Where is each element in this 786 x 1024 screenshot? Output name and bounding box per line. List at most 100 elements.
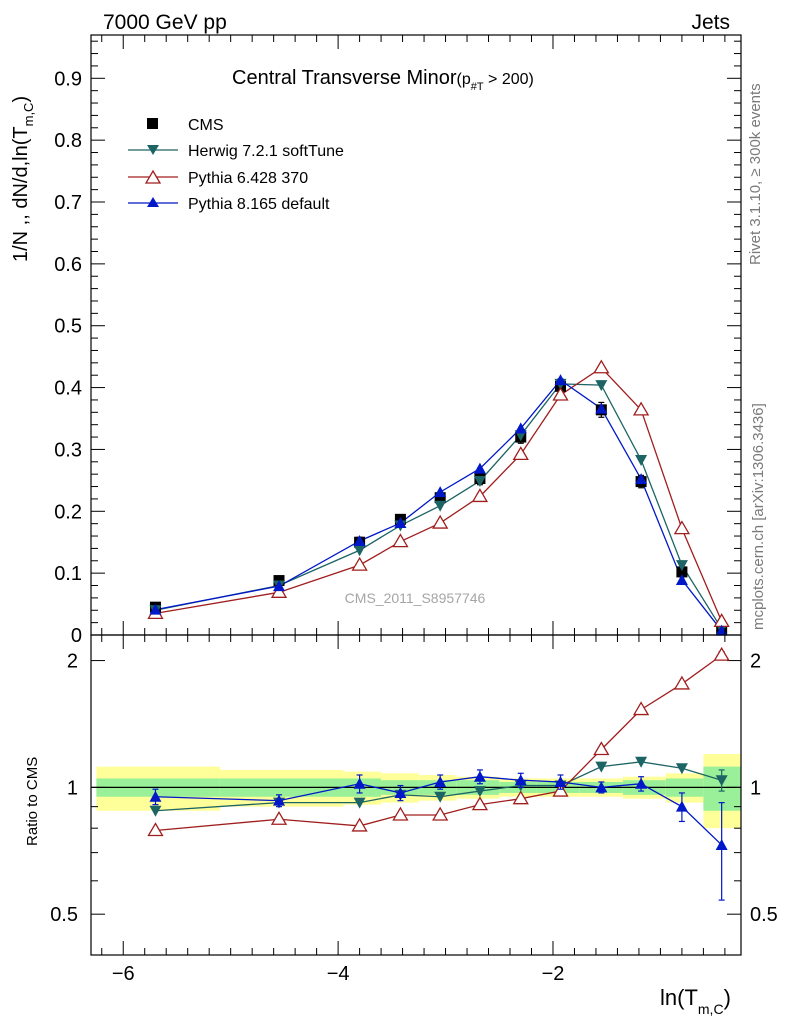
plot-title-cut-prefix: (p bbox=[457, 71, 471, 88]
ratio-point-1 bbox=[149, 805, 162, 817]
ratio-line-2 bbox=[155, 654, 723, 832]
series-2-point bbox=[632, 401, 650, 416]
ratio-point-2 bbox=[147, 822, 164, 837]
ratio-point-2 bbox=[593, 741, 610, 756]
ratio-point-2 bbox=[673, 675, 691, 690]
y-axis-title-main: 1/N ,, dN/d,ln(T bbox=[10, 126, 32, 262]
ratio-point-2 bbox=[432, 806, 449, 821]
series-3-point bbox=[473, 462, 486, 474]
ratio-point-2 bbox=[713, 646, 730, 661]
energy-label: 7000 GeV pp bbox=[103, 11, 227, 34]
series-3-point bbox=[554, 374, 567, 386]
series-1-point bbox=[675, 560, 688, 572]
series-3-point bbox=[595, 402, 608, 414]
x-axis-title-close: ) bbox=[724, 985, 731, 1010]
plot-title-cut-suffix: > 200) bbox=[484, 71, 534, 88]
ratio-point-3 bbox=[635, 777, 648, 789]
ratio-point-3 bbox=[353, 777, 366, 789]
ratio-point-1 bbox=[473, 786, 486, 798]
ratio-line-3 bbox=[155, 776, 723, 846]
ratio-point-3 bbox=[149, 790, 162, 802]
x-tick-label: −4 bbox=[327, 963, 350, 985]
series-2-point bbox=[471, 488, 489, 503]
series-2-point bbox=[593, 359, 610, 374]
ratio-point-1 bbox=[595, 761, 608, 773]
series-3-point bbox=[353, 534, 366, 546]
series-line-2 bbox=[155, 366, 723, 622]
y-tick-label: 0.5 bbox=[54, 316, 82, 338]
legend-label-pythia8: Pythia 8.165 default bbox=[188, 196, 330, 213]
ratio-axis-title: Ratio to CMS bbox=[24, 757, 41, 846]
ratio-frame bbox=[90, 634, 742, 956]
legend-label-pythia6: Pythia 6.428 370 bbox=[188, 170, 308, 187]
y-axis-title-close: ) bbox=[10, 96, 32, 103]
y-axis-title-sub: m,C bbox=[21, 103, 36, 127]
ratio-tick-label-right: 0.5 bbox=[750, 904, 778, 926]
ratio-tick-label-left: 2 bbox=[67, 651, 78, 673]
series-3-point bbox=[635, 473, 648, 485]
ratio-point-1 bbox=[635, 756, 648, 768]
ratio-point-1 bbox=[434, 791, 447, 803]
x-axis-title: ln(Tm,C) bbox=[660, 985, 731, 1017]
series-1-point bbox=[635, 454, 648, 466]
ratio-point-1 bbox=[715, 775, 728, 787]
main-panel: 0 0.1 0.2 0.3 0.4 0.5 0.6 0.7 0.8 0.9 bbox=[54, 34, 742, 647]
x-tick-label: −6 bbox=[112, 963, 135, 985]
ratio-point-1 bbox=[675, 763, 688, 775]
ratio-point-2 bbox=[512, 790, 529, 805]
series-line-1 bbox=[155, 383, 723, 630]
series-2-point bbox=[270, 584, 288, 598]
y-tick-label: 0.2 bbox=[54, 501, 82, 523]
ratio-point-2 bbox=[632, 701, 650, 716]
legend-marker-pythia6 bbox=[144, 169, 162, 184]
process-label: Jets bbox=[691, 11, 730, 34]
ratio-tick-label-right: 2 bbox=[750, 651, 761, 673]
ratio-error-3 bbox=[718, 802, 725, 901]
ratio-point-2 bbox=[392, 806, 409, 821]
ratio-point-3 bbox=[394, 786, 407, 798]
cms-point bbox=[434, 492, 446, 504]
legend-marker-herwig bbox=[147, 145, 159, 155]
source-label: mcplots.cern.ch [arXiv:1306.3436] bbox=[750, 403, 767, 630]
ratio-point-1 bbox=[353, 797, 366, 809]
series-2-point bbox=[432, 514, 449, 529]
legend: CMS Herwig 7.2.1 softTune Pythia 6.428 3… bbox=[128, 117, 344, 213]
series-2-point bbox=[512, 446, 529, 461]
ratio-point-3 bbox=[675, 800, 688, 812]
series-2-point bbox=[392, 533, 409, 548]
cms-point bbox=[676, 566, 688, 578]
legend-marker-cms bbox=[147, 118, 158, 129]
series-3-point bbox=[514, 422, 527, 434]
series-line-3 bbox=[155, 379, 723, 632]
y-tick-label: 0.4 bbox=[54, 378, 82, 400]
series-2-point bbox=[673, 520, 691, 535]
plot-title-cut-sub: #T bbox=[471, 81, 484, 93]
ratio-point-3 bbox=[514, 774, 527, 786]
y-tick-label: 0.3 bbox=[54, 439, 82, 461]
y-tick-label: 0 bbox=[71, 625, 82, 647]
ratio-point-2 bbox=[471, 796, 489, 811]
ratio-point-2 bbox=[351, 817, 368, 832]
series-3-point bbox=[675, 573, 688, 585]
legend-marker-pythia8 bbox=[147, 197, 159, 207]
ratio-panel: 0.5 0.5 1 1 2 2 bbox=[50, 634, 778, 956]
ratio-tick-label-left: 0.5 bbox=[50, 904, 78, 926]
x-tick-label: −2 bbox=[542, 963, 565, 985]
ratio-tick-label-right: 1 bbox=[750, 777, 761, 799]
ratio-line-1 bbox=[155, 761, 722, 812]
series-3-point bbox=[394, 517, 407, 529]
series-2-point bbox=[552, 386, 569, 401]
series-1-point bbox=[473, 475, 486, 487]
series-3-point bbox=[273, 580, 286, 592]
ratio-point-2 bbox=[270, 810, 288, 825]
plot-title: Central Transverse Minor(p#T > 200) bbox=[232, 67, 534, 93]
y-tick-label: 0.9 bbox=[54, 68, 82, 90]
rivet-label: Rivet 3.1.10, ≥ 300k events bbox=[747, 83, 764, 265]
y-tick-label: 0.6 bbox=[54, 254, 82, 276]
y-tick-label: 0.7 bbox=[54, 192, 82, 214]
series-3-point bbox=[149, 603, 162, 615]
series-2-point bbox=[351, 556, 368, 571]
ratio-point-3 bbox=[273, 794, 286, 806]
series-1-point bbox=[353, 545, 366, 557]
